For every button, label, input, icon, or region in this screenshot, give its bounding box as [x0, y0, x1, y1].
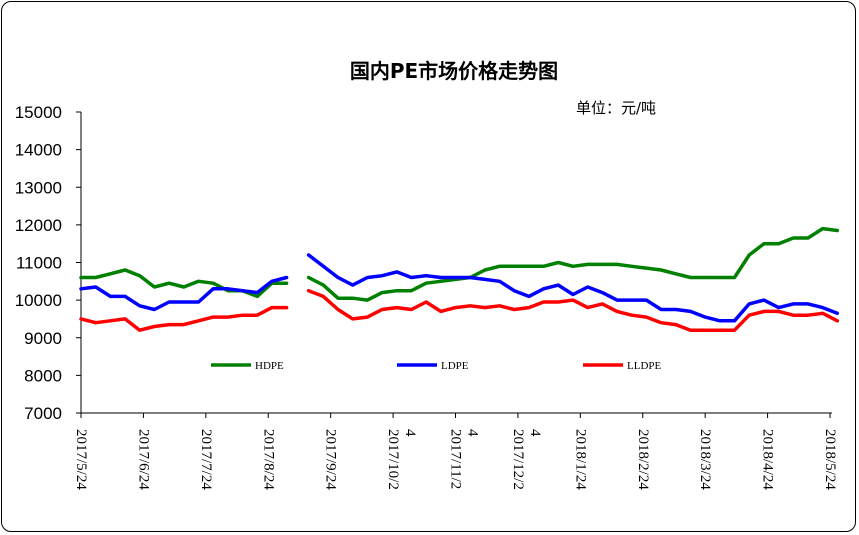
x-tick-label: 2017/9/24 [323, 429, 339, 490]
series-line-hdpe [306, 226, 840, 302]
legend: HDPE LDPE LLDPE [211, 360, 662, 372]
series-line-ldpe [306, 253, 840, 323]
x-tick-label: 2017/7/24 [198, 429, 214, 490]
legend-label-lldpe: LLDPE [627, 360, 662, 372]
x-tick-label: 2017/5/24 [73, 429, 89, 490]
x-tick-label: 2017/8/24 [260, 429, 276, 490]
series-lines [79, 226, 840, 332]
unit-label: 单位：元/吨 [576, 99, 656, 117]
x-ticks: 2017/5/24 2017/6/24 2017/7/24 2017/8/24 2017… [73, 413, 838, 490]
y-tick-label: 9000 [24, 329, 62, 348]
y-tick-label: 14000 [15, 141, 62, 160]
legend-label-hdpe: HDPE [255, 360, 284, 372]
y-tick-label: 11000 [16, 254, 62, 273]
y-tick-label: 10000 [15, 291, 62, 310]
x-tick-label: 2018/4/24 [760, 429, 776, 490]
series-line-lldpe [79, 305, 289, 332]
y-tick-label: 7000 [24, 404, 62, 423]
x-tick-label: 2017/10/2 [385, 429, 401, 490]
x-tick-label: 2018/3/24 [697, 429, 713, 490]
x-tick-label: 2018/1/24 [572, 429, 588, 490]
x-tick-label: 2017/11/2 [448, 429, 464, 489]
series-line-ldpe [79, 275, 289, 312]
legend-label-ldpe: LDPE [441, 360, 469, 372]
y-tick-label: 8000 [24, 366, 62, 385]
y-tick-label: 15000 [15, 103, 62, 122]
series-line-hdpe [79, 268, 289, 299]
y-ticks: 7000 8000 9000 10000 11000 12000 13000 14000 150… [15, 103, 81, 423]
x-tick-label: 4 [465, 429, 481, 437]
x-tick-label: 2018/5/24 [822, 429, 838, 490]
chart-title: 国内PE市场价格走势图 [350, 59, 558, 83]
x-tick-label: 4 [527, 429, 543, 437]
x-tick-label: 2017/6/24 [135, 429, 151, 490]
x-tick-label: 2017/12/2 [510, 429, 526, 490]
x-tick-label: 2018/2/24 [635, 429, 651, 490]
x-tick-label: 4 [402, 429, 418, 437]
series-line-lldpe [306, 288, 840, 332]
y-tick-label: 13000 [15, 178, 62, 197]
y-tick-label: 12000 [15, 216, 62, 235]
